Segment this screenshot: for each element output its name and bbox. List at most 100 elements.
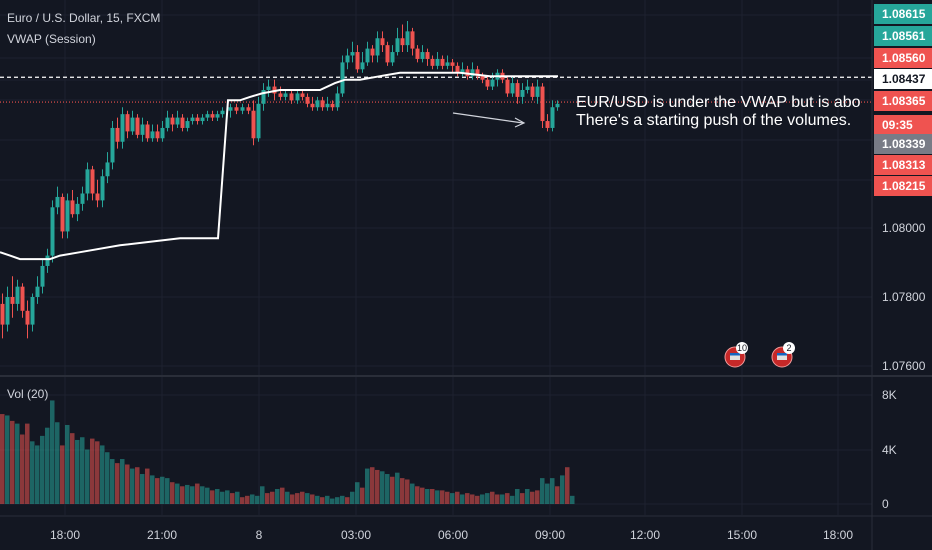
volume-bar — [185, 484, 190, 504]
annotation-arrow — [452, 112, 526, 128]
price-label-tag — [874, 26, 932, 46]
price-tick-label: 1.07800 — [882, 290, 926, 304]
volume-bar — [130, 468, 135, 504]
chart-title[interactable]: Euro / U.S. Dollar, 15, FXCM — [7, 11, 161, 25]
time-tick-label: 18:00 — [823, 528, 853, 542]
candle-body — [15, 286, 20, 304]
volume-bar — [495, 494, 500, 504]
candle-body — [246, 107, 251, 111]
volume-bar — [315, 495, 320, 504]
volume-bar — [200, 486, 205, 504]
volume-bar — [520, 493, 525, 504]
time-tick-label: 21:00 — [147, 528, 177, 542]
candle-body — [45, 255, 50, 266]
volume-bar — [75, 439, 80, 504]
price-axis[interactable]: 1.08000 1.07800 1.07600 1.08615 1.08561 1.085… — [874, 4, 932, 373]
candle-body — [35, 286, 40, 297]
volume-bar — [375, 469, 380, 504]
volume-bar — [485, 493, 490, 504]
volume-indicator-label[interactable]: Vol (20) — [7, 387, 49, 401]
volume-bar — [150, 475, 155, 504]
volume-bar — [390, 476, 395, 504]
volume-bar — [170, 482, 175, 504]
volume-bar — [335, 497, 340, 504]
candle-body — [145, 124, 150, 139]
volume-bar — [340, 495, 345, 504]
candle-body — [155, 131, 160, 139]
volume-bar — [105, 452, 110, 504]
volume-axis[interactable]: 8K 4K 0 — [882, 388, 897, 511]
volume-bar — [25, 423, 30, 504]
candlesticks — [0, 21, 560, 339]
candle-body — [445, 62, 450, 66]
candle-body — [110, 127, 115, 163]
volume-bar — [235, 491, 240, 504]
price-label-text: 1.08561 — [882, 29, 926, 43]
candle-body — [345, 55, 350, 63]
candle-body — [510, 83, 515, 94]
volume-bar — [410, 483, 415, 504]
volume-bar — [460, 494, 465, 504]
candle-body — [60, 196, 65, 232]
volume-bar — [500, 494, 505, 504]
volume-bar — [565, 467, 570, 504]
candle-body — [485, 79, 490, 87]
volume-bar — [355, 482, 360, 504]
flag-icon-stripe — [730, 353, 740, 356]
candle-body — [355, 52, 360, 70]
candle-body — [185, 121, 190, 128]
candle-body — [430, 58, 435, 66]
volume-bar — [90, 438, 95, 504]
candle-body — [180, 117, 185, 128]
candle-body — [350, 52, 355, 56]
candle-body — [266, 86, 271, 90]
time-tick-label: 12:00 — [630, 528, 660, 542]
candle-body — [450, 62, 455, 66]
candle-body — [325, 103, 330, 108]
candle-body — [545, 121, 550, 128]
volume-tick-label: 4K — [882, 443, 897, 457]
volume-bar — [440, 490, 445, 504]
candle-body — [125, 114, 130, 132]
candle-body — [300, 93, 305, 97]
volume-bar — [215, 489, 220, 504]
candle-body — [515, 83, 520, 97]
price-label-tag — [874, 155, 932, 175]
candle-body — [228, 107, 233, 111]
volume-bar — [270, 491, 275, 504]
volume-bar — [245, 495, 250, 504]
event-badges[interactable]: 10 2 — [724, 342, 795, 368]
volume-bar — [290, 494, 295, 504]
price-lines — [0, 76, 872, 103]
candle-body — [310, 103, 315, 108]
price-tick-label: 1.07600 — [882, 359, 926, 373]
volume-bar — [445, 491, 450, 504]
price-label-tag — [874, 134, 932, 154]
candle-body — [395, 38, 400, 53]
indicator-label[interactable]: VWAP (Session) — [7, 32, 96, 46]
volume-bars — [0, 400, 575, 504]
volume-bar — [515, 489, 520, 504]
time-axis[interactable]: 18:00 21:00 8 03:00 06:00 09:00 12:00 15:00 18:0… — [50, 528, 853, 542]
candle-body — [240, 107, 245, 111]
annotation-text[interactable]: EUR/USD is under the VWAP but is abo The… — [576, 94, 876, 130]
volume-bar — [480, 494, 485, 504]
volume-bar — [45, 427, 50, 504]
volume-bar — [305, 493, 310, 504]
candle-body — [190, 117, 195, 122]
volume-bar — [165, 478, 170, 504]
volume-bar — [160, 476, 165, 504]
candle-body — [5, 297, 10, 325]
event-count-label: 10 — [737, 343, 747, 353]
volume-bar — [35, 445, 40, 504]
candle-body — [440, 58, 445, 66]
volume-bar — [405, 479, 410, 504]
volume-bar — [550, 478, 555, 504]
candle-body — [261, 90, 266, 104]
candle-body — [540, 86, 545, 122]
volume-bar — [295, 493, 300, 504]
volume-bar — [365, 468, 370, 504]
candle-body — [315, 100, 320, 108]
candle-body — [340, 62, 345, 94]
